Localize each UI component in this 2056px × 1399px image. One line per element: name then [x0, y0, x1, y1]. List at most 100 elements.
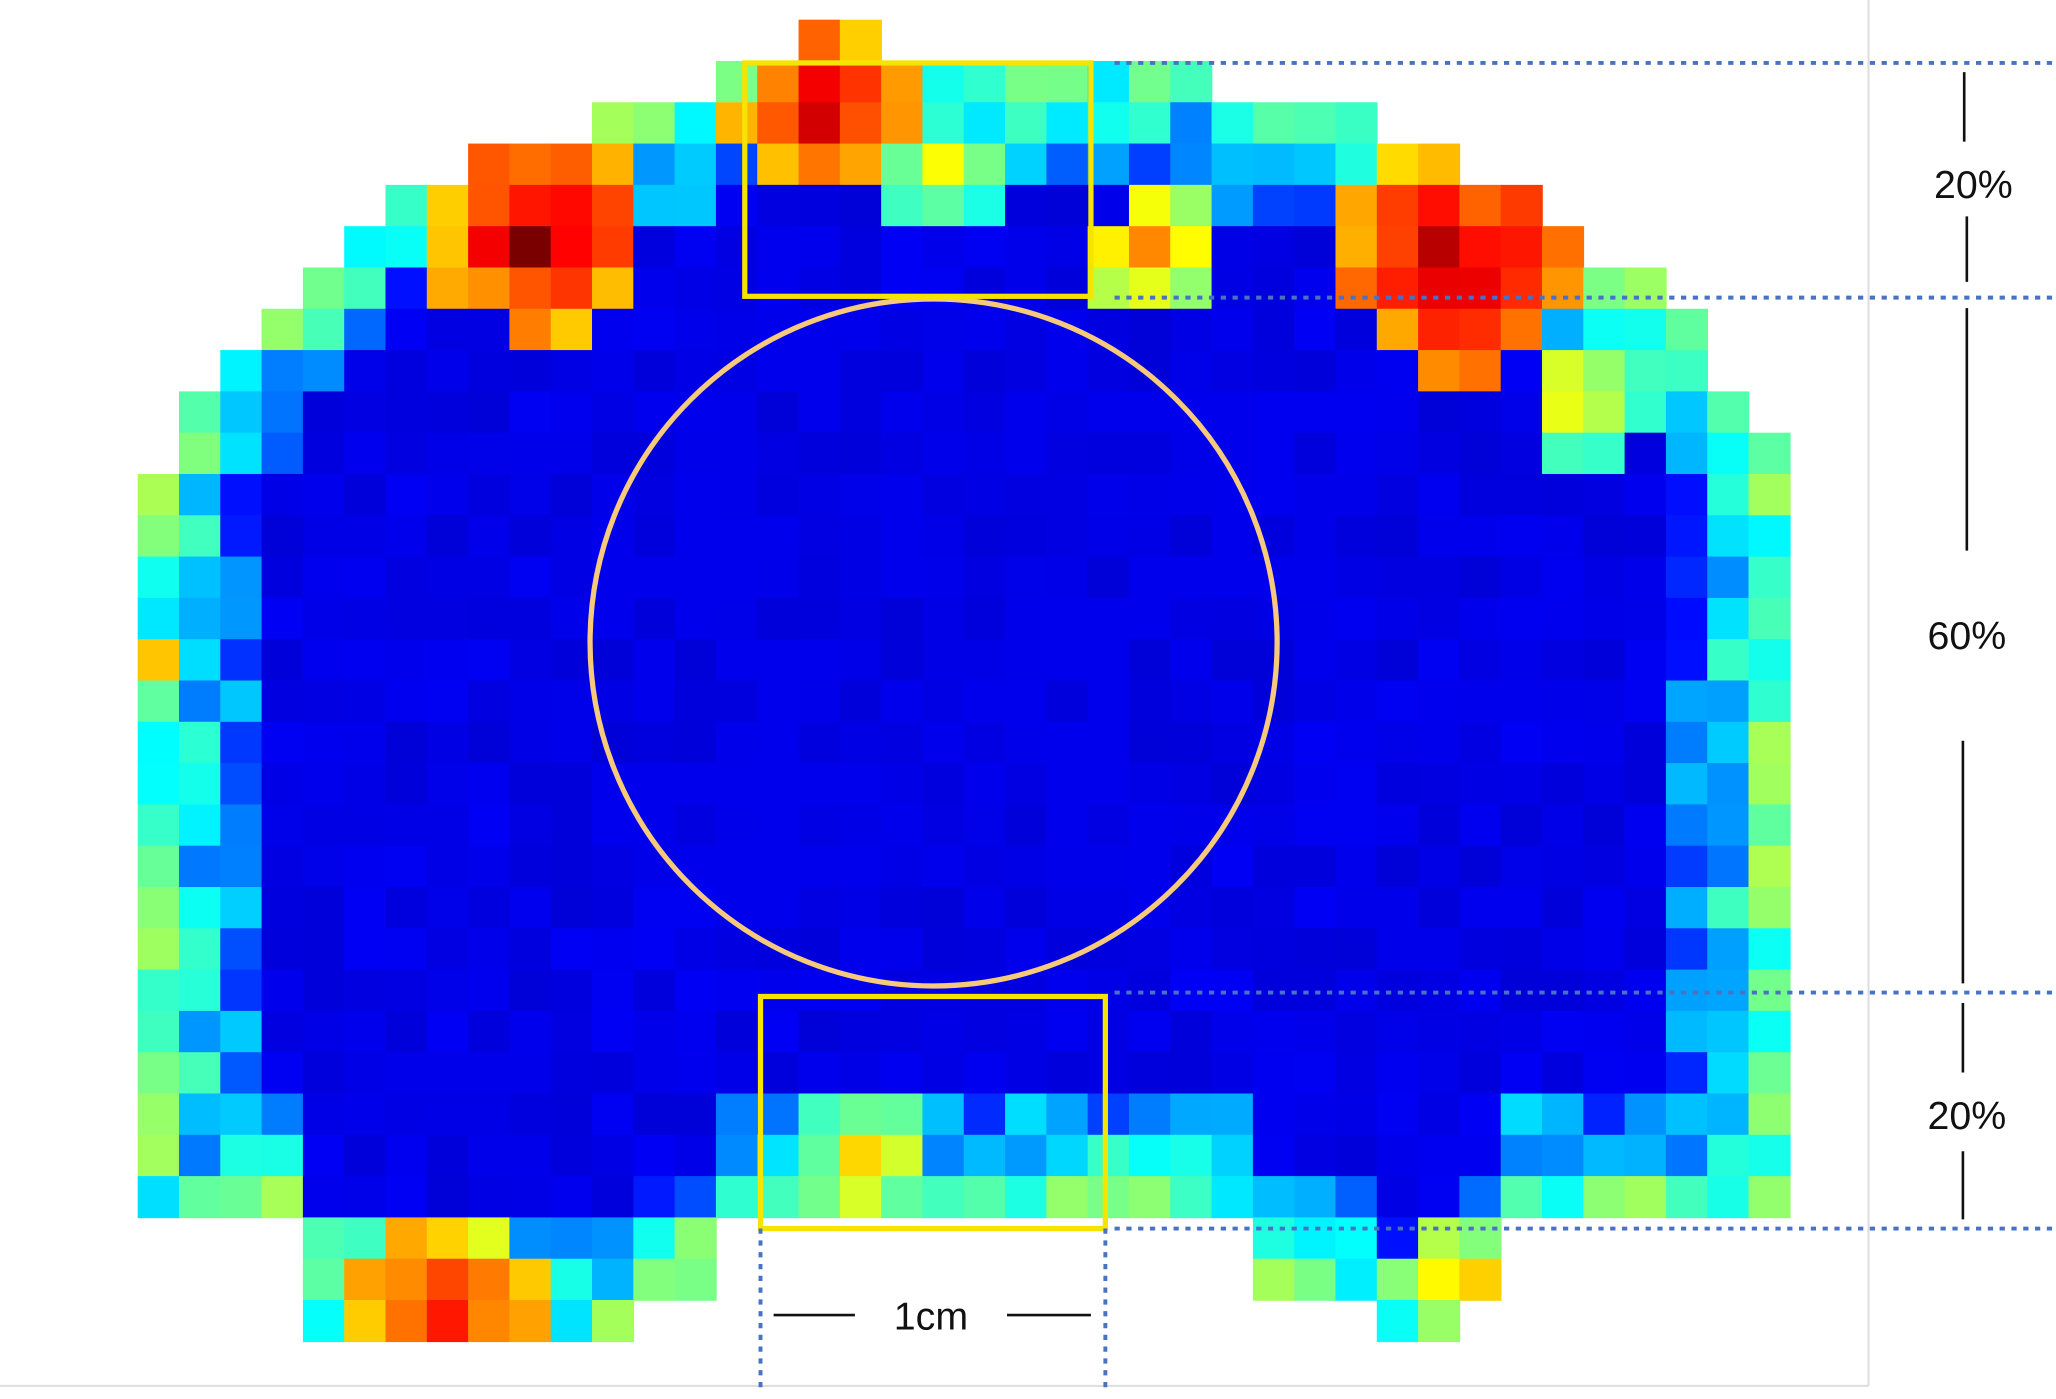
- heatmap-cell: [922, 308, 965, 351]
- heatmap-cell: [963, 804, 1006, 847]
- heatmap-cell: [1748, 845, 1791, 888]
- heatmap-cell: [1459, 1010, 1502, 1053]
- heatmap-cell: [1418, 1010, 1461, 1053]
- heatmap-cell: [1128, 391, 1172, 434]
- heatmap-cell: [881, 639, 924, 682]
- heatmap-cell: [1046, 432, 1089, 475]
- heatmap-cell: [881, 597, 924, 640]
- heatmap-cell: [426, 515, 469, 558]
- heatmap-cell: [839, 350, 882, 393]
- heatmap-cell: [302, 350, 345, 393]
- heatmap-cell: [468, 350, 511, 393]
- heatmap-cell: [922, 391, 965, 434]
- label-scale-bar: 1cm: [894, 1295, 968, 1339]
- heatmap-cell: [550, 804, 593, 847]
- heatmap-cell: [385, 308, 428, 351]
- heatmap-cell: [881, 763, 924, 806]
- heatmap-cell: [178, 969, 222, 1012]
- heatmap-cell: [261, 928, 304, 971]
- heatmap-cell: [385, 804, 428, 847]
- heatmap-cell: [468, 515, 511, 558]
- heatmap-cell: [220, 721, 263, 764]
- heatmap-cell: [1170, 597, 1213, 640]
- heatmap-cell: [1665, 886, 1709, 930]
- heatmap-cell: [220, 804, 263, 847]
- heatmap-cell: [1252, 102, 1295, 145]
- heatmap-cell: [1376, 432, 1419, 475]
- heatmap-cell: [633, 515, 676, 558]
- heatmap-cell: [1500, 1176, 1543, 1219]
- heatmap-cell: [1418, 1052, 1461, 1095]
- heatmap-cell: [881, 60, 924, 104]
- heatmap-cell: [1707, 473, 1750, 517]
- heatmap-cell: [1046, 102, 1089, 145]
- heatmap-cell: [261, 1010, 304, 1053]
- heatmap-cell: [881, 308, 924, 351]
- heatmap-cell: [592, 845, 635, 888]
- heatmap-cell: [1583, 473, 1626, 517]
- heatmap-cell: [509, 1093, 552, 1136]
- heatmap-cell: [922, 969, 965, 1012]
- heatmap-cell: [509, 267, 552, 310]
- heatmap-cell: [798, 1176, 841, 1219]
- heatmap-cell: [1211, 639, 1254, 682]
- heatmap-cell: [1087, 432, 1130, 475]
- heatmap-cell: [592, 1134, 635, 1177]
- heatmap-cell: [839, 515, 882, 558]
- heatmap-cell: [137, 680, 180, 723]
- heatmap-cell: [1170, 102, 1213, 145]
- heatmap-cell: [1459, 804, 1502, 847]
- heatmap-cell: [1459, 1052, 1502, 1095]
- heatmap-cell: [1459, 1176, 1502, 1219]
- heatmap-cell: [178, 1176, 222, 1219]
- heatmap-cell: [1335, 391, 1378, 434]
- heatmap-cell: [839, 432, 882, 475]
- heatmap-cell: [963, 928, 1006, 971]
- heatmap-cell: [468, 639, 511, 682]
- heatmap-cell: [633, 1176, 676, 1219]
- heatmap-cell: [1046, 473, 1089, 517]
- heatmap-cell: [220, 886, 263, 930]
- heatmap-cell: [550, 969, 593, 1012]
- heatmap-cell: [1128, 556, 1172, 599]
- heatmap-cell: [757, 597, 800, 640]
- heatmap-cell: [881, 102, 924, 145]
- heatmap-cell: [757, 391, 800, 434]
- heatmap-cell: [1335, 804, 1378, 847]
- heatmap-cell: [1418, 721, 1461, 764]
- heatmap-cell: [592, 1176, 635, 1219]
- heatmap-cell: [1335, 845, 1378, 888]
- heatmap-cell: [1294, 928, 1337, 971]
- heatmap-cell: [426, 556, 469, 599]
- heatmap-cell: [468, 1010, 511, 1053]
- heatmap-cell: [1335, 1176, 1378, 1219]
- heatmap-cell: [1211, 680, 1254, 723]
- heatmap-cell: [385, 763, 428, 806]
- heatmap-cell: [839, 1010, 882, 1053]
- heatmap-cell: [757, 350, 800, 393]
- heatmap-cell: [385, 1052, 428, 1095]
- heatmap-cell: [1542, 1010, 1585, 1053]
- heatmap-cell: [509, 350, 552, 393]
- heatmap-cell: [344, 804, 387, 847]
- heatmap-cell: [1294, 804, 1337, 847]
- heatmap-cell: [1748, 804, 1791, 847]
- heatmap-cell: [1294, 102, 1337, 145]
- heatmap-cell: [1583, 515, 1626, 558]
- heatmap-cell: [137, 845, 180, 888]
- heatmap-cell: [798, 60, 841, 104]
- heatmap-cell: [1252, 1258, 1295, 1301]
- heatmap-cell: [385, 1217, 428, 1260]
- heatmap-cell: [1046, 597, 1089, 640]
- bottom-region-box: [757, 993, 1108, 1232]
- heatmap-cell: [633, 763, 676, 806]
- label-top-zone: 20%: [1934, 163, 2013, 207]
- heatmap-cell: [1046, 60, 1089, 104]
- heatmap-cell: [261, 969, 304, 1012]
- heatmap-cell: [839, 597, 882, 640]
- heatmap-cell: [1418, 804, 1461, 847]
- heatmap-cell: [509, 1052, 552, 1095]
- heatmap-cell: [137, 969, 180, 1012]
- heatmap-cell: [1294, 1217, 1337, 1260]
- heatmap-cell: [178, 804, 222, 847]
